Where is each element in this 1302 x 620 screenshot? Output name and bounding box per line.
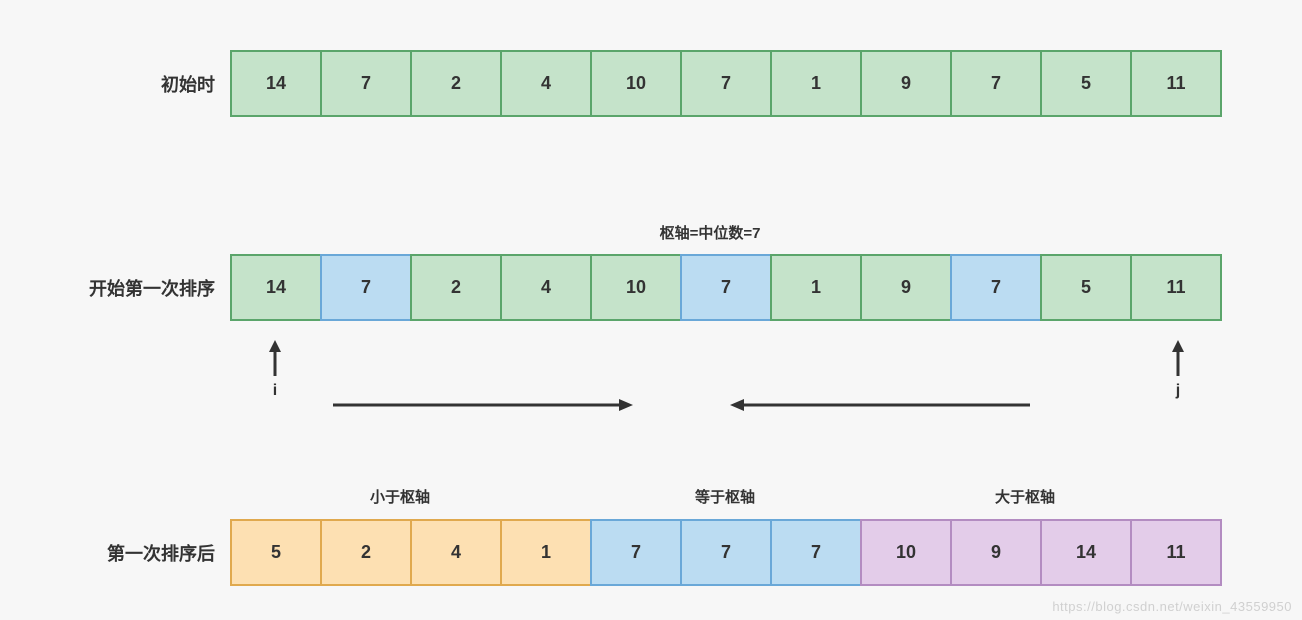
array-cell: 1 [770,50,862,117]
array-cell: 2 [410,50,502,117]
group-label-greater: 大于枢轴 [955,486,1095,507]
arrow-right-icon [333,395,633,415]
array-cell: 4 [410,519,502,586]
row-result-label: 第一次排序后 [0,540,230,566]
array-cell: 7 [950,254,1042,321]
row-initial-cells: 14724107197511 [230,50,1222,117]
group-label-less: 小于枢轴 [330,486,470,507]
array-cell: 1 [770,254,862,321]
array-cell: 7 [680,50,772,117]
array-cell: 1 [500,519,592,586]
array-cell: 11 [1130,50,1222,117]
array-cell: 2 [410,254,502,321]
watermark: https://blog.csdn.net/weixin_43559950 [1052,599,1292,614]
array-cell: 14 [1040,519,1132,586]
array-cell: 7 [680,519,772,586]
array-cell: 9 [950,519,1042,586]
array-cell: 9 [860,254,952,321]
array-cell: 7 [590,519,682,586]
pointer-i-label: i [273,382,277,400]
arrow-left [730,395,1030,420]
row-sorting-cells: 14724107197511 [230,254,1222,321]
row-result-cells: 52417771091411 [230,519,1222,586]
array-cell: 11 [1130,519,1222,586]
arrow-right [333,395,633,420]
row-result: 第一次排序后 52417771091411 [0,519,1222,586]
row-initial-label: 初始时 [0,71,230,97]
row-initial: 初始时 14724107197511 [0,50,1222,117]
pointer-i: i [255,340,295,400]
array-cell: 4 [500,50,592,117]
row-sorting-label: 开始第一次排序 [0,275,230,301]
array-cell: 10 [590,50,682,117]
array-cell: 7 [770,519,862,586]
array-cell: 7 [320,50,412,117]
array-cell: 14 [230,254,322,321]
group-label-equal: 等于枢轴 [655,486,795,507]
pointer-j-label: j [1176,382,1180,400]
pivot-caption: 枢轴=中位数=7 [590,222,830,243]
array-cell: 11 [1130,254,1222,321]
array-cell: 4 [500,254,592,321]
arrow-up-icon [255,340,295,376]
array-cell: 7 [320,254,412,321]
array-cell: 7 [950,50,1042,117]
array-cell: 14 [230,50,322,117]
array-cell: 7 [680,254,772,321]
row-sorting: 开始第一次排序 14724107197511 [0,254,1222,321]
array-cell: 5 [1040,254,1132,321]
arrow-left-icon [730,395,1030,415]
array-cell: 10 [860,519,952,586]
array-cell: 10 [590,254,682,321]
array-cell: 5 [230,519,322,586]
arrow-up-icon [1158,340,1198,376]
array-cell: 9 [860,50,952,117]
array-cell: 5 [1040,50,1132,117]
pointer-j: j [1158,340,1198,400]
array-cell: 2 [320,519,412,586]
